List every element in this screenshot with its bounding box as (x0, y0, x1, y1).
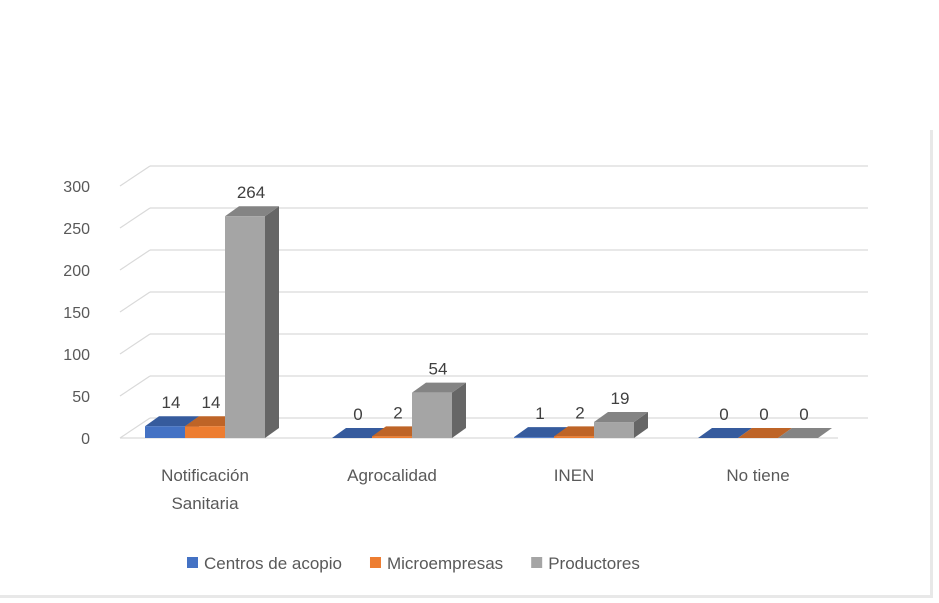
bar (412, 382, 466, 438)
legend-swatch (531, 557, 543, 568)
bar-top (412, 382, 466, 393)
legend-swatch (187, 557, 198, 568)
bar-front (185, 426, 225, 438)
data-label: 0 (719, 405, 728, 424)
bar-top (698, 428, 752, 438)
bar-front (145, 426, 185, 438)
x-category-label: INEN (554, 466, 595, 485)
data-label: 2 (575, 403, 584, 422)
y-tick-label: 100 (63, 347, 90, 364)
gridline-slant (119, 249, 151, 271)
bar (698, 428, 752, 438)
bar-top (225, 206, 279, 217)
bar-top (738, 428, 792, 438)
bar (225, 206, 279, 438)
gridline-slant (119, 417, 151, 439)
bar-side (452, 382, 466, 438)
bar (778, 428, 832, 438)
x-category-label: Sanitaria (171, 494, 239, 513)
y-tick-label: 200 (63, 263, 90, 280)
gridline-slant (119, 375, 151, 397)
bar-front (372, 436, 412, 438)
bar-front (225, 216, 265, 438)
data-label: 14 (202, 393, 221, 412)
x-category-label: No tiene (726, 466, 789, 485)
y-tick-label: 250 (63, 221, 90, 238)
bar-front (594, 422, 634, 438)
legend-swatch (369, 557, 381, 568)
bar-top (514, 427, 568, 438)
data-label: 2 (393, 403, 402, 422)
data-label: 264 (237, 183, 265, 202)
data-label: 19 (611, 389, 630, 408)
bar-front (514, 437, 554, 438)
gridline-slant (119, 207, 151, 229)
data-label: 54 (429, 360, 448, 379)
bar-top (778, 428, 832, 438)
bar-top (594, 412, 648, 423)
legend-label: Microempresas (387, 554, 503, 573)
chart-frame (0, 130, 933, 598)
data-label: 14 (162, 393, 181, 412)
x-category-label: Notificación (161, 466, 249, 485)
bar (594, 412, 648, 438)
bar-front (412, 392, 452, 438)
y-tick-label: 0 (81, 431, 90, 448)
data-label: 0 (759, 405, 768, 424)
gridline-slant (119, 165, 151, 187)
y-tick-label: 50 (72, 389, 90, 406)
bar (738, 428, 792, 438)
data-label: 1 (535, 404, 544, 423)
data-label: 0 (799, 405, 808, 424)
x-category-label: Agrocalidad (347, 466, 437, 485)
gridline-slant (119, 333, 151, 355)
legend-label: Centros de acopio (204, 554, 342, 573)
bar-top (332, 428, 386, 438)
bar-side (634, 412, 648, 438)
legend-label: Productores (548, 554, 640, 573)
bar-top (145, 416, 199, 427)
data-label: 0 (353, 405, 362, 424)
gridline-slant (119, 291, 151, 313)
bar-side (265, 206, 279, 438)
y-tick-label: 150 (63, 305, 90, 322)
bar-front (554, 436, 594, 438)
bar (332, 428, 386, 438)
y-tick-label: 300 (63, 179, 90, 196)
